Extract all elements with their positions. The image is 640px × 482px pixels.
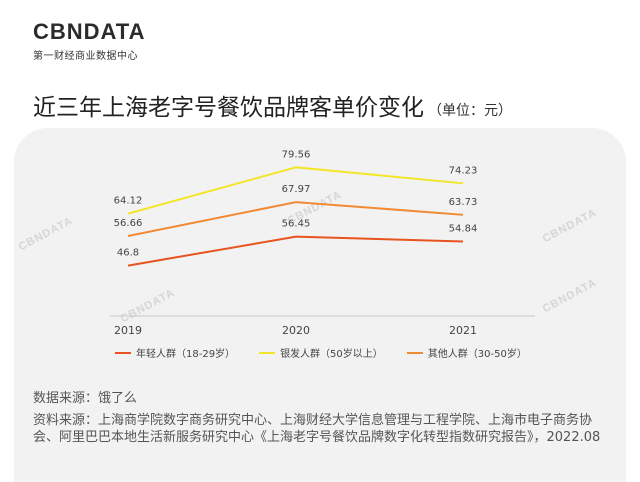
legend-label-other: 其他人群（30-50岁）: [427, 349, 527, 360]
data-label: 79.56: [282, 149, 311, 160]
data-label: 63.73: [449, 197, 478, 208]
legend-swatch-young: [115, 351, 131, 354]
series-line-2: [127, 201, 464, 238]
title-unit: （单位：元）: [428, 103, 512, 119]
legend-item-young: 年轻人群（18-29岁）: [115, 345, 235, 360]
data-label: 64.12: [114, 196, 143, 207]
legend-swatch-other: [406, 351, 423, 354]
x-tick-layer: 2019 2020 2021: [114, 324, 477, 337]
legend-swatch-senior: [259, 351, 276, 354]
logo-subtitle: 第一财经商业数据中心: [33, 51, 138, 62]
legend-item-other: 其他人群（30-50岁）: [406, 345, 527, 360]
data-label: 74.23: [449, 165, 478, 176]
data-label: 56.45: [282, 219, 311, 230]
series-line-1: [127, 166, 464, 215]
data-source-note: 数据来源：饿了么: [33, 391, 138, 406]
title-text: 近三年上海老字号餐饮品牌客单价变化: [33, 95, 424, 121]
chart-card: [14, 128, 626, 482]
brand-logo: CBNDATA 第一财经商业数据中心: [33, 19, 146, 63]
series-layer: [127, 166, 464, 267]
data-label: 54.84: [449, 223, 478, 234]
data-label: 46.8: [117, 248, 139, 259]
legend-label-young: 年轻人群（18-29岁）: [136, 349, 236, 360]
series-line-0: [127, 235, 464, 267]
x-tick-label: 2020: [282, 324, 310, 337]
x-tick-label: 2019: [114, 324, 142, 337]
data-label: 67.97: [282, 184, 311, 195]
legend-item-senior: 银发人群（50岁以上）: [259, 345, 383, 360]
data-label-layer: 46.8 56.45 54.84 64.12 79.56 74.23 56.66 67.97 6…: [114, 149, 478, 258]
chart-legend: 年轻人群（18-29岁） 银发人群（50岁以上） 其他人群（30-50岁）: [115, 345, 527, 360]
data-label: 56.66: [114, 218, 143, 229]
logo-wordmark: CBNDATA: [33, 19, 146, 44]
legend-label-senior: 银发人群（50岁以上）: [280, 349, 383, 360]
material-source-note: 资料来源：上海商学院数字商务研究中心、上海财经大学信息管理与工程学院、上海市电子…: [33, 413, 601, 445]
page-title: 近三年上海老字号餐饮品牌客单价变化 （单位：元）: [33, 88, 512, 122]
x-tick-label: 2021: [449, 324, 477, 337]
